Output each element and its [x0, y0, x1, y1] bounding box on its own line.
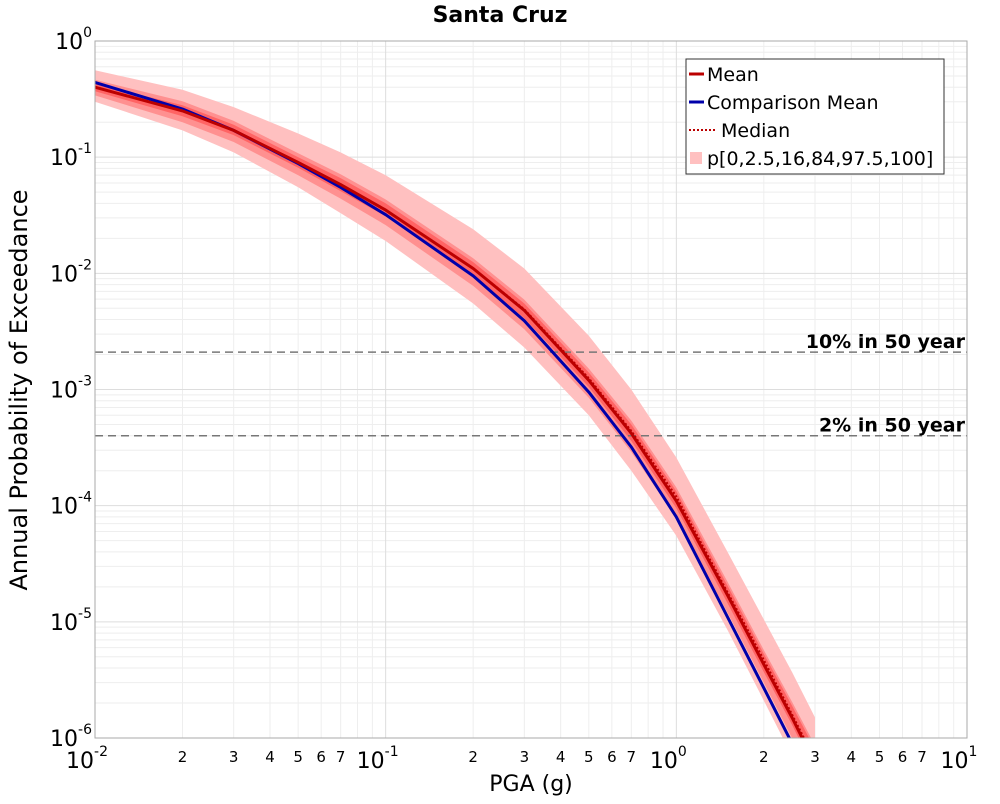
legend-label: Comparison Mean [707, 92, 879, 114]
legend-box [685, 58, 945, 175]
series-lines [95, 80, 806, 738]
y-tick-label: 10-5 [50, 606, 92, 636]
chart-title: Santa Cruz [433, 3, 568, 28]
x-minor-tick-label: 6 [316, 748, 326, 766]
x-minor-tick-label: 2 [468, 748, 478, 766]
y-tick-label: 10-1 [50, 141, 92, 171]
series-line-median [95, 86, 806, 738]
legend-label: Median [721, 120, 790, 142]
y-axis-tick-labels: 100 10-1 10-2 10-3 10-4 10-5 10-6 [50, 25, 92, 752]
y-axis-label: Annual Probability of Exceedance [5, 189, 33, 590]
x-tick-label: 10-2 [66, 744, 108, 774]
reference-line-label: 10% in 50 year [806, 331, 966, 353]
x-tick-label: 100 [650, 744, 687, 774]
x-minor-tick-label: 4 [265, 748, 275, 766]
y-tick-label: 100 [55, 25, 92, 55]
x-minor-tick-label: 7 [627, 748, 637, 766]
x-minor-tick-label: 7 [336, 748, 346, 766]
x-minor-tick-label: 3 [810, 748, 820, 766]
x-minor-tick-label: 4 [556, 748, 566, 766]
plot-frame [94, 40, 968, 739]
y-tick-label: 10-2 [50, 257, 92, 287]
y-tick-label: 10-3 [50, 374, 92, 404]
x-minor-tick-label: 2 [178, 748, 188, 766]
x-minor-tick-label: 7 [917, 748, 927, 766]
y-tick-label: 10-6 [50, 722, 92, 752]
x-minor-tick-label: 5 [584, 748, 594, 766]
x-minor-tick-label: 2 [759, 748, 769, 766]
x-tick-label: 101 [941, 744, 978, 774]
x-minor-tick-label: 3 [520, 748, 530, 766]
legend-label: Mean [707, 64, 759, 86]
reference-line-label: 2% in 50 year [819, 415, 966, 437]
x-tick-label: 10-1 [357, 744, 399, 774]
x-minor-tick-label: 6 [607, 748, 617, 766]
x-minor-tick-label: 3 [229, 748, 239, 766]
x-minor-tick-label: 5 [293, 748, 303, 766]
x-minor-tick-label: 4 [847, 748, 857, 766]
legend-label: p[0,2.5,16,84,97.5,100] [707, 148, 933, 170]
x-axis-label: PGA (g) [489, 772, 573, 797]
x-minor-tick-label: 6 [898, 748, 908, 766]
x-minor-tick-label: 5 [875, 748, 885, 766]
y-tick-label: 10-4 [50, 490, 92, 520]
reference-lines: 10% in 50 year 2% in 50 year [95, 331, 967, 437]
legend-swatch [690, 152, 702, 164]
legend: Mean Comparison Mean Median p[0,2.5,16,84,9… [685, 58, 945, 175]
